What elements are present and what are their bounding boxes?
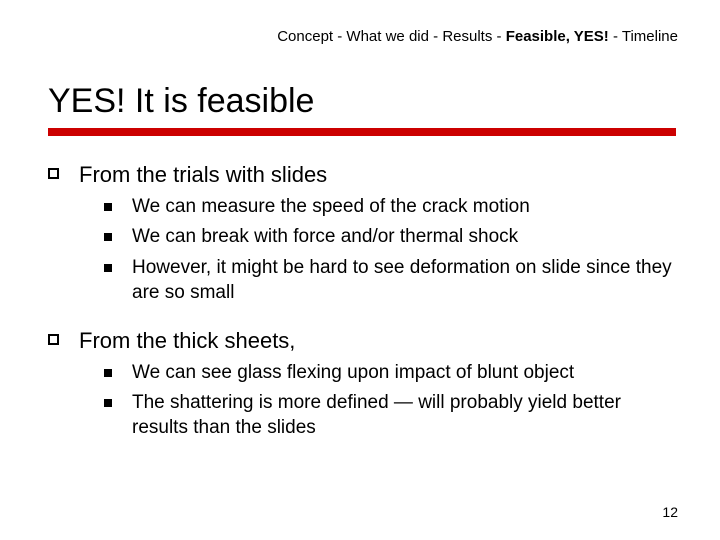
filled-square-icon [104,203,112,211]
breadcrumb-item-active: Feasible, YES! [506,28,609,45]
filled-square-icon [104,264,112,272]
section-heading-text: From the trials with slides [79,161,327,189]
breadcrumb-sep: - [429,28,442,45]
breadcrumb-sep: - [609,28,622,45]
list-item: We can break with force and/or thermal s… [104,225,676,250]
list-item: We can measure the speed of the crack mo… [104,195,676,220]
list-item: We can see glass flexing upon impact of … [104,361,676,386]
list-item: However, it might be hard to see deforma… [104,256,676,305]
section-heading: From the trials with slides [48,161,676,189]
filled-square-icon [104,399,112,407]
breadcrumb-sep: - [492,28,505,45]
section-heading-text: From the thick sheets, [79,327,295,355]
breadcrumb-item: Timeline [622,28,678,45]
page-number: 12 [662,504,678,520]
filled-square-icon [104,369,112,377]
filled-square-icon [104,233,112,241]
list-item-text: We can see glass flexing upon impact of … [132,361,574,386]
list-item: The shattering is more defined — will pr… [104,391,676,440]
breadcrumb-item: Concept [277,28,333,45]
list-item-text: The shattering is more defined — will pr… [132,391,672,440]
breadcrumb-sep: - [333,28,346,45]
title-underline [48,128,676,136]
breadcrumb-item: What we did [346,28,429,45]
list-item-text: However, it might be hard to see deforma… [132,256,672,305]
breadcrumb-item: Results [442,28,492,45]
page-title: YES! It is feasible [48,82,314,121]
list-item-text: We can measure the speed of the crack mo… [132,195,530,220]
hollow-square-icon [48,168,59,179]
section-heading: From the thick sheets, [48,327,676,355]
slide: Concept - What we did - Results - Feasib… [0,0,720,540]
list-item-text: We can break with force and/or thermal s… [132,225,518,250]
hollow-square-icon [48,334,59,345]
content-body: From the trials with slides We can measu… [48,153,676,441]
breadcrumb: Concept - What we did - Results - Feasib… [0,28,720,45]
